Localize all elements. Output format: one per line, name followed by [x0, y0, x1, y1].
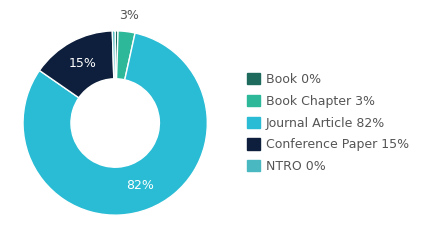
Wedge shape [23, 33, 207, 215]
Wedge shape [39, 31, 114, 98]
Text: 15%: 15% [69, 57, 97, 70]
Legend: Book 0%, Book Chapter 3%, Journal Article 82%, Conference Paper 15%, NTRO 0%: Book 0%, Book Chapter 3%, Journal Articl… [247, 73, 409, 173]
Wedge shape [117, 31, 135, 80]
Text: 82%: 82% [126, 179, 154, 192]
Wedge shape [113, 31, 115, 79]
Wedge shape [115, 31, 118, 79]
Text: 3%: 3% [119, 9, 139, 22]
